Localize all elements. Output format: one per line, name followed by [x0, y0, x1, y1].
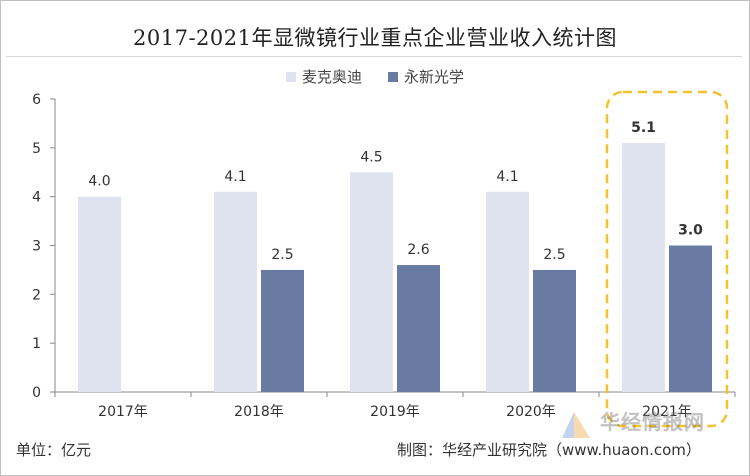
y-tick-label: 6 — [32, 92, 41, 108]
y-tick-label: 2 — [32, 287, 41, 303]
y-tick-label: 1 — [32, 336, 41, 352]
y-tick-label: 5 — [32, 141, 41, 157]
bar-series-1 — [350, 172, 393, 392]
data-label: 2.5 — [271, 247, 293, 263]
highlight-box — [605, 90, 729, 428]
data-label: 4.1 — [496, 169, 518, 185]
x-tick-label: 2019年 — [370, 404, 420, 420]
bar-series-1 — [214, 191, 257, 392]
bar-series-2 — [669, 245, 712, 392]
data-label: 5.1 — [631, 120, 656, 136]
legend-item-series-1: 麦克奥迪 — [285, 66, 362, 87]
data-label: 2.5 — [543, 247, 565, 263]
data-label: 4.1 — [224, 169, 246, 185]
bar-series-2 — [533, 269, 576, 392]
bar-series-1 — [622, 142, 665, 392]
x-tick-label: 2020年 — [506, 404, 556, 420]
x-tick-label: 2018年 — [234, 404, 284, 420]
bar-series-2 — [397, 265, 440, 392]
y-tick-label: 3 — [32, 239, 41, 255]
legend-swatch-series-2 — [388, 71, 398, 82]
legend-item-series-2: 永新光学 — [388, 66, 464, 87]
chart-title: 2017-2021年显微镜行业重点企业营业收入统计图 — [133, 26, 617, 50]
legend: 麦克奥迪 永新光学 — [0, 66, 750, 87]
legend-label-series-2: 永新光学 — [404, 68, 465, 86]
watermark-brand: 华经情报网 — [600, 410, 705, 434]
bar-series-1 — [78, 196, 121, 392]
legend-label-series-1: 麦克奥迪 — [301, 68, 362, 86]
legend-swatch-series-1 — [285, 71, 296, 82]
bar-series-1 — [486, 191, 529, 392]
watermark: 华经情报网 — [560, 406, 740, 456]
source-note: 制图：华经产业研究院（www.huaon.com） — [397, 441, 701, 459]
data-label: 4.5 — [360, 149, 382, 165]
unit-note: 单位：亿元 — [16, 441, 92, 459]
y-tick-label: 4 — [32, 190, 41, 206]
data-label: 4.0 — [88, 174, 110, 190]
y-tick-label: 0 — [32, 385, 41, 401]
x-tick-label: 2021年 — [642, 404, 692, 420]
watermark-logo-icon — [562, 412, 590, 438]
data-label: 2.6 — [407, 242, 429, 258]
bar-series-2 — [261, 269, 304, 392]
title-divider — [6, 56, 742, 57]
data-label: 3.0 — [678, 223, 703, 239]
x-tick-label: 2017年 — [98, 404, 148, 420]
